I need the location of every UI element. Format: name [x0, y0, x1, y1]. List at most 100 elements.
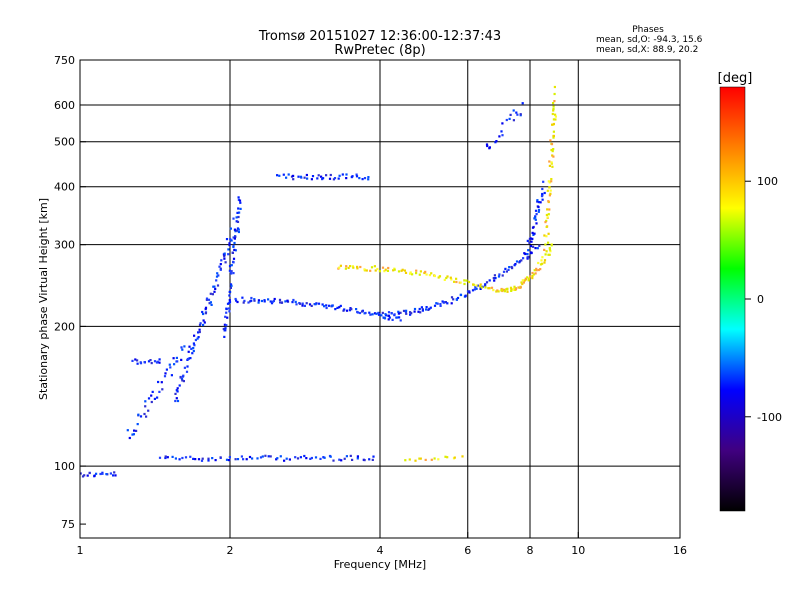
data-point-o: [534, 209, 538, 212]
data-point-x: [550, 148, 553, 152]
data-point-o: [322, 177, 325, 180]
data-point-o: [202, 312, 205, 316]
data-point-x: [551, 165, 554, 168]
data-point-o: [310, 178, 313, 181]
data-point-o: [239, 201, 242, 204]
data-point-o: [202, 323, 205, 327]
data-point-o: [518, 260, 522, 263]
data-point-o: [193, 344, 196, 347]
data-point-o: [468, 291, 471, 294]
data-point-o: [230, 284, 233, 287]
data-point-x: [450, 278, 453, 281]
data-point-x: [552, 107, 555, 111]
data-point-x: [363, 268, 366, 271]
data-point-o: [144, 405, 147, 408]
data-point-o: [174, 399, 177, 403]
data-point-o: [351, 175, 354, 178]
data-point-o: [325, 304, 328, 307]
data-point-o: [484, 283, 487, 286]
data-point-o: [229, 238, 232, 241]
data-point-o: [425, 308, 428, 311]
data-point-x: [553, 100, 556, 103]
data-point-x: [546, 208, 549, 211]
data-point-o: [229, 286, 232, 289]
data-point-o: [428, 307, 431, 310]
data-point-x: [446, 456, 449, 459]
data-point-o: [444, 301, 447, 304]
data-point-o: [260, 299, 263, 303]
data-point-o: [501, 134, 504, 137]
data-point-x: [374, 269, 377, 272]
colorbar-ticks: 100 0 -100: [745, 175, 782, 424]
data-point-o: [230, 239, 233, 242]
data-point-x: [496, 289, 499, 292]
data-point-o: [358, 311, 362, 315]
data-point-o: [526, 253, 529, 256]
data-point-o: [488, 146, 491, 149]
data-point-x: [479, 285, 482, 288]
data-point-x: [510, 289, 513, 292]
data-point-x: [552, 134, 555, 138]
data-point-o: [355, 173, 358, 176]
data-point-o: [331, 304, 334, 307]
data-point-o: [429, 306, 432, 309]
data-point-o: [135, 429, 138, 432]
data-point-o: [316, 177, 319, 180]
data-point-o: [201, 457, 204, 460]
data-point-o: [355, 308, 358, 311]
data-point-o: [212, 285, 215, 288]
data-point-o: [174, 392, 177, 395]
data-point-o: [456, 296, 460, 300]
data-point-o: [236, 300, 239, 304]
data-point-o: [508, 117, 511, 120]
data-point-x: [543, 248, 546, 251]
data-point-o: [181, 379, 184, 382]
data-point-o: [323, 305, 326, 308]
data-point-o: [224, 327, 227, 330]
data-point-o: [175, 389, 178, 392]
data-point-x: [445, 276, 448, 280]
data-point-o: [375, 312, 378, 315]
data-point-o: [320, 175, 323, 178]
data-point-x: [409, 271, 412, 274]
data-point-x: [548, 247, 551, 250]
data-point-o: [145, 415, 148, 418]
data-point-x: [548, 186, 551, 189]
data-point-o: [537, 205, 540, 209]
data-point-x: [488, 287, 491, 290]
data-point-x: [543, 261, 546, 264]
data-point-o: [273, 297, 276, 301]
data-point-o: [169, 366, 172, 369]
data-point-o: [165, 368, 168, 371]
data-point-o: [387, 318, 390, 321]
stats-line-x: mean, sd,X: 88.9, 20.2: [596, 45, 698, 55]
data-point-x: [554, 118, 557, 121]
data-point-x: [465, 279, 468, 282]
x-axis-label: Frequency [MHz]: [334, 558, 426, 571]
data-point-o: [197, 336, 200, 339]
data-point-o: [228, 299, 231, 302]
data-point-o: [294, 456, 297, 459]
data-point-x: [552, 155, 555, 158]
data-point-o: [534, 218, 537, 221]
data-point-o: [527, 255, 530, 258]
x-axis-ticks: 1 2 4 6 8 10 16: [77, 532, 687, 557]
data-point-o: [153, 360, 157, 363]
data-point-x: [345, 265, 348, 268]
data-point-o: [225, 311, 228, 314]
data-point-o: [524, 252, 527, 256]
data-point-o: [196, 337, 199, 340]
data-point-o: [236, 458, 240, 461]
data-point-o: [232, 272, 235, 275]
data-point-o: [305, 173, 308, 177]
data-point-o: [209, 292, 212, 295]
data-point-x: [521, 282, 524, 286]
data-point-x: [404, 459, 407, 462]
data-point-o: [301, 304, 304, 307]
data-point-o: [225, 307, 228, 311]
data-point-o: [183, 345, 186, 348]
data-point-o: [510, 265, 513, 269]
data-point-x: [533, 269, 536, 272]
data-point-o: [190, 347, 193, 350]
